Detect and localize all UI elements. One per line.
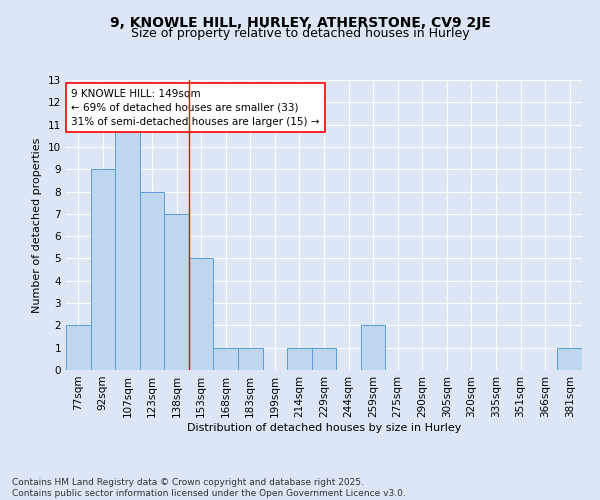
- Bar: [287, 348, 312, 370]
- Bar: [189, 258, 214, 370]
- Bar: [312, 348, 336, 370]
- Text: Contains HM Land Registry data © Crown copyright and database right 2025.
Contai: Contains HM Land Registry data © Crown c…: [12, 478, 406, 498]
- Bar: [214, 348, 238, 370]
- Bar: [140, 192, 164, 370]
- Bar: [66, 326, 91, 370]
- Text: 9, KNOWLE HILL, HURLEY, ATHERSTONE, CV9 2JE: 9, KNOWLE HILL, HURLEY, ATHERSTONE, CV9 …: [110, 16, 490, 30]
- Text: 9 KNOWLE HILL: 149sqm
← 69% of detached houses are smaller (33)
31% of semi-deta: 9 KNOWLE HILL: 149sqm ← 69% of detached …: [71, 88, 320, 126]
- Bar: [164, 214, 189, 370]
- Bar: [115, 124, 140, 370]
- Bar: [238, 348, 263, 370]
- Bar: [91, 169, 115, 370]
- Bar: [557, 348, 582, 370]
- Text: Size of property relative to detached houses in Hurley: Size of property relative to detached ho…: [131, 28, 469, 40]
- Bar: [361, 326, 385, 370]
- Y-axis label: Number of detached properties: Number of detached properties: [32, 138, 43, 312]
- X-axis label: Distribution of detached houses by size in Hurley: Distribution of detached houses by size …: [187, 422, 461, 432]
